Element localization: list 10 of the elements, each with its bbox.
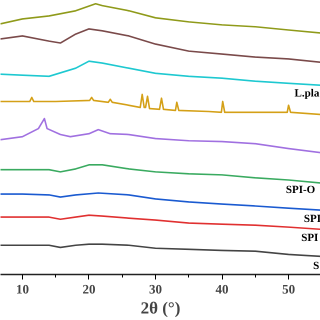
annotation: SPI-O bbox=[286, 184, 316, 196]
x-tick-label: 10 bbox=[16, 282, 29, 296]
annotation: S bbox=[313, 260, 320, 272]
annotation: SPI bbox=[301, 232, 318, 244]
x-tick-label: 30 bbox=[149, 282, 162, 296]
x-axis-title: 2θ (°) bbox=[140, 298, 180, 318]
x-tick-label: 40 bbox=[216, 282, 229, 296]
annotation: L.pla bbox=[294, 88, 320, 100]
x-tick-label: 50 bbox=[282, 282, 296, 296]
x-tick-label: 20 bbox=[82, 282, 96, 296]
